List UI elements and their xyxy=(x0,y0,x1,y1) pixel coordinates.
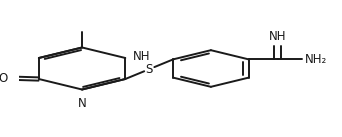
Text: NH₂: NH₂ xyxy=(305,53,327,66)
Text: S: S xyxy=(146,63,153,76)
Text: O: O xyxy=(0,72,8,85)
Text: NH: NH xyxy=(269,30,286,43)
Text: N: N xyxy=(78,97,87,110)
Text: NH: NH xyxy=(132,50,150,63)
